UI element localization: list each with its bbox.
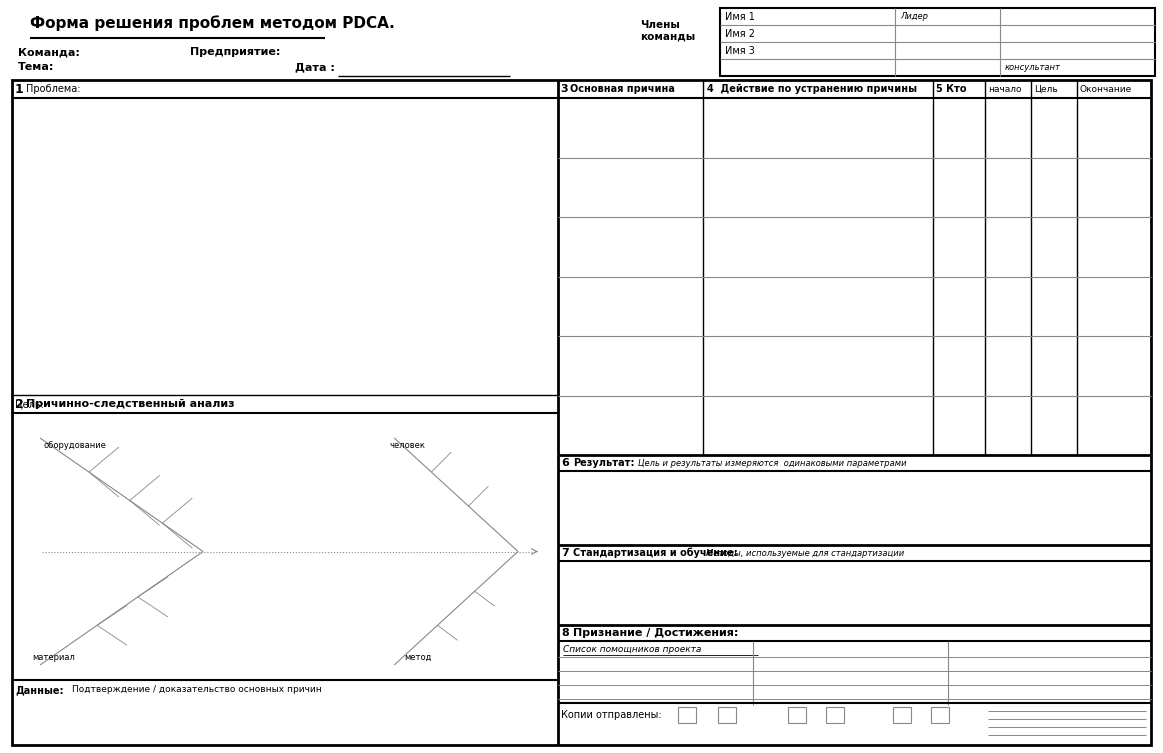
Text: Дата :: Дата : [295,62,335,72]
Text: Форма решения проблем методом PDCA.: Форма решения проблем методом PDCA. [30,15,394,31]
Text: Цель и результаты измеряются  одинаковыми параметрами: Цель и результаты измеряются одинаковыми… [638,459,907,468]
Text: человек: человек [390,441,426,450]
Text: Имя 1: Имя 1 [725,11,755,22]
Text: 2: 2 [15,398,23,410]
Text: 6: 6 [561,458,569,468]
Text: Члены
команды: Члены команды [640,20,695,41]
Text: метод: метод [405,653,431,662]
Bar [678,707,695,723]
Text: Тема:: Тема: [17,62,55,72]
Text: Предприятие:: Предприятие: [190,47,280,57]
Text: начало: начало [989,84,1021,93]
Text: 3: 3 [561,84,568,94]
Text: 7: 7 [561,548,569,558]
Text: 8: 8 [561,628,569,638]
Text: Окончание: Окончание [1080,84,1133,93]
Text: Цель:: Цель: [15,399,44,409]
Bar [789,707,806,723]
Text: 5 Кто: 5 Кто [936,84,966,94]
Bar [893,707,911,723]
Text: Результат:: Результат: [573,458,635,468]
Text: Команда:: Команда: [17,47,80,57]
Text: материал: материал [33,653,74,662]
Bar [12,80,1151,745]
Text: Копии отправлены:: Копии отправлены: [561,710,662,720]
Bar [720,8,1155,76]
Text: Список помощников проекта: Список помощников проекта [563,645,701,654]
Text: консультант: консультант [1005,63,1061,72]
Text: оборудование: оборудование [44,441,107,450]
Bar [826,707,844,723]
Text: Проблема:: Проблема: [26,84,80,94]
Text: Причинно-следственный анализ: Причинно-следственный анализ [26,399,235,409]
Text: Подтверждение / доказательство основных причин: Подтверждение / доказательство основных … [72,685,322,694]
Text: 4  Действие по устранению причины: 4 Действие по устранению причины [707,84,916,94]
Text: Цель: Цель [1034,84,1058,93]
Text: Методы, используемые для стандартизации: Методы, используемые для стандартизации [706,548,905,557]
Text: Имя 2: Имя 2 [725,29,755,38]
Text: Данные:: Данные: [15,685,64,695]
Text: Имя 3: Имя 3 [725,45,755,56]
Bar [932,707,949,723]
Bar [718,707,736,723]
Text: Лидер: Лидер [900,12,928,21]
Text: Признание / Достижения:: Признание / Достижения: [573,628,739,638]
Text: Основная причина: Основная причина [570,84,675,94]
Text: Стандартизация и обучение:: Стандартизация и обучение: [573,547,737,558]
Text: 1: 1 [15,83,23,96]
